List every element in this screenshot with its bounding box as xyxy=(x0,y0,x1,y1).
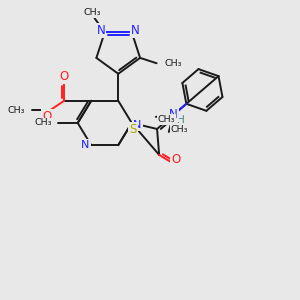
Text: CH₃: CH₃ xyxy=(171,124,188,134)
Text: N: N xyxy=(131,24,140,37)
Text: N: N xyxy=(81,140,90,150)
Text: CH₃: CH₃ xyxy=(34,118,52,127)
Text: CH₃: CH₃ xyxy=(158,115,175,124)
Text: O: O xyxy=(42,110,51,123)
Text: CH₃: CH₃ xyxy=(7,106,25,115)
Text: O: O xyxy=(60,70,69,83)
Text: O: O xyxy=(171,153,181,166)
Text: N: N xyxy=(169,108,178,121)
Text: N: N xyxy=(134,120,142,130)
Text: N: N xyxy=(97,24,105,37)
Text: CH₃: CH₃ xyxy=(84,8,101,17)
Text: H: H xyxy=(177,115,185,125)
Text: CH₃: CH₃ xyxy=(164,59,182,68)
Text: S: S xyxy=(129,123,136,136)
